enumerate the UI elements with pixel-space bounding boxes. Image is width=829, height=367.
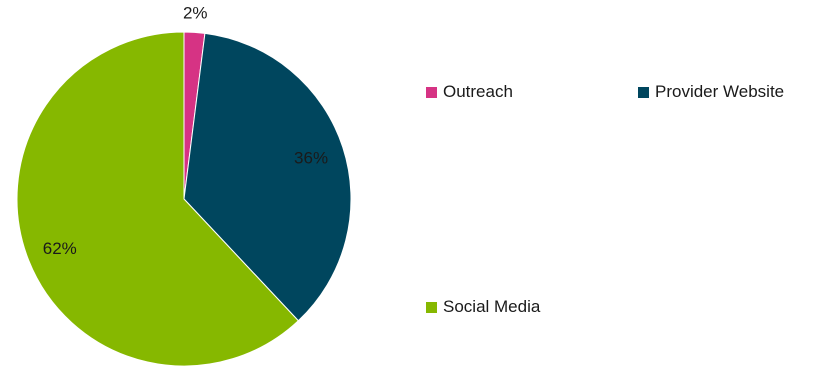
legend-swatch-social-media bbox=[426, 301, 437, 313]
data-labels: 2% 36% 62% bbox=[43, 3, 328, 258]
legend-label-social-media: Social Media bbox=[443, 297, 541, 316]
data-label-provider-website: 36% bbox=[294, 149, 328, 168]
legend-swatch-provider-website bbox=[638, 86, 649, 98]
legend-swatch-outreach bbox=[426, 86, 437, 98]
pie-slice-social-media bbox=[16, 31, 300, 367]
pie-slice-provider-website bbox=[183, 32, 352, 322]
data-label-outreach: 2% bbox=[183, 3, 208, 22]
data-label-social-media: 62% bbox=[43, 239, 77, 258]
legend-label-outreach: Outreach bbox=[443, 82, 513, 101]
pie-slices bbox=[16, 31, 352, 367]
legend-label-provider-website: Provider Website bbox=[655, 82, 785, 101]
legend-item-provider-website: Provider Website bbox=[638, 82, 784, 102]
legend-item-social-media: Social Media bbox=[426, 297, 540, 317]
legend-item-outreach: Outreach bbox=[426, 82, 513, 102]
